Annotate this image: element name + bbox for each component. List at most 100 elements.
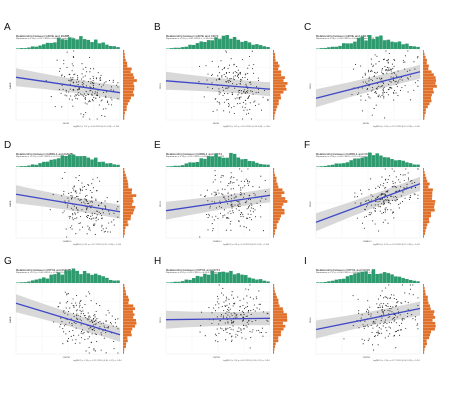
data-point — [93, 224, 95, 226]
data-point — [231, 83, 234, 85]
data-point — [207, 73, 209, 75]
data-point — [74, 212, 76, 214]
data-point — [229, 182, 231, 184]
data-point — [409, 196, 411, 198]
data-point — [222, 317, 224, 319]
data-point — [225, 296, 227, 298]
histogram-top-bar — [416, 164, 420, 167]
histogram-right-bar — [273, 173, 276, 177]
histogram-top-bar — [229, 270, 233, 283]
histogram-right-bar — [273, 342, 276, 346]
data-point — [238, 331, 240, 333]
histogram-right-bar — [423, 214, 432, 218]
data-point — [362, 81, 364, 83]
data-point — [94, 350, 96, 352]
data-point — [241, 310, 243, 312]
histogram-top-bar — [258, 45, 263, 49]
data-point — [81, 81, 83, 83]
histogram-right-bar — [123, 292, 127, 296]
data-point — [365, 99, 367, 101]
data-point — [395, 200, 397, 202]
data-point — [393, 58, 395, 61]
data-point — [87, 203, 89, 205]
histogram-right-bar — [123, 220, 128, 224]
data-point — [216, 301, 218, 303]
data-point — [371, 70, 373, 72]
panel-title: Relationship between CHRDL1 and DAMB — [16, 152, 73, 156]
histogram-right-bar — [123, 96, 131, 100]
histogram-top-bar — [90, 274, 94, 283]
data-point — [246, 315, 248, 317]
histogram-right-bar — [273, 188, 283, 192]
data-point — [91, 99, 94, 101]
histogram-right-bar — [123, 348, 125, 351]
data-point — [87, 338, 89, 340]
data-point — [242, 304, 244, 307]
data-point — [378, 94, 380, 96]
data-point — [84, 303, 86, 305]
histogram-right-bar — [123, 333, 132, 337]
data-point — [246, 321, 248, 323]
histogram-right-bar — [423, 50, 424, 53]
data-point — [96, 177, 98, 179]
data-point — [389, 80, 391, 82]
histogram-right-bar — [423, 351, 425, 354]
histogram-top-bar — [16, 166, 20, 167]
data-point — [381, 77, 383, 79]
bayes-note: log(BF01) = -2.34 ρ = 0.17 CI95% [0.08, … — [373, 360, 420, 362]
data-point — [249, 347, 251, 349]
data-point — [73, 334, 75, 337]
data-point — [239, 214, 241, 216]
data-point — [71, 197, 73, 199]
histogram-top-bar — [251, 278, 255, 283]
data-point — [69, 216, 72, 218]
data-point — [382, 310, 384, 313]
data-point — [72, 81, 74, 83]
panel-title: Relationship between CNTN1 and CD19 — [316, 268, 370, 272]
panel-g: G Relationship between CNTN1 and DAMB Rspe… — [4, 256, 144, 376]
data-point — [67, 293, 69, 295]
data-point — [93, 349, 95, 351]
histogram-right-bar — [273, 313, 287, 316]
data-point — [247, 182, 249, 184]
bayes-note: log(BF01) = -8.12 ρ = 0.24 CI95% [0.15, … — [373, 244, 420, 246]
data-point — [212, 181, 214, 183]
data-point — [399, 329, 401, 331]
data-point — [231, 207, 233, 209]
histogram-top-bar — [68, 270, 72, 283]
data-point — [386, 66, 388, 69]
data-point — [391, 68, 393, 70]
data-point — [256, 298, 258, 300]
data-point — [407, 50, 409, 52]
histogram-right-bar — [123, 70, 131, 74]
histogram-top-bar — [408, 46, 413, 49]
histogram-top-bar — [316, 282, 320, 283]
data-point — [378, 61, 380, 63]
data-point — [247, 311, 249, 313]
histogram-top-bar — [112, 46, 117, 49]
data-point — [106, 91, 108, 93]
data-point — [260, 216, 262, 218]
data-point — [375, 90, 377, 93]
histogram-right-bar — [123, 188, 133, 192]
data-point — [88, 202, 90, 204]
data-point — [250, 83, 252, 85]
data-point — [387, 178, 389, 180]
data-point — [360, 95, 362, 97]
data-point — [243, 196, 245, 198]
histogram-top-bar — [75, 156, 79, 167]
data-point — [357, 298, 359, 300]
data-point — [228, 217, 230, 219]
histogram-right-bar — [123, 67, 132, 71]
data-point — [385, 304, 387, 306]
data-point — [199, 236, 201, 238]
data-point — [76, 209, 78, 211]
data-point — [245, 83, 247, 85]
data-point — [363, 227, 365, 229]
data-point — [241, 212, 243, 214]
histogram-right-bar — [273, 200, 288, 203]
data-point — [211, 216, 213, 218]
histogram-right-bar — [273, 73, 282, 77]
data-point — [399, 186, 402, 188]
data-point — [103, 82, 105, 84]
